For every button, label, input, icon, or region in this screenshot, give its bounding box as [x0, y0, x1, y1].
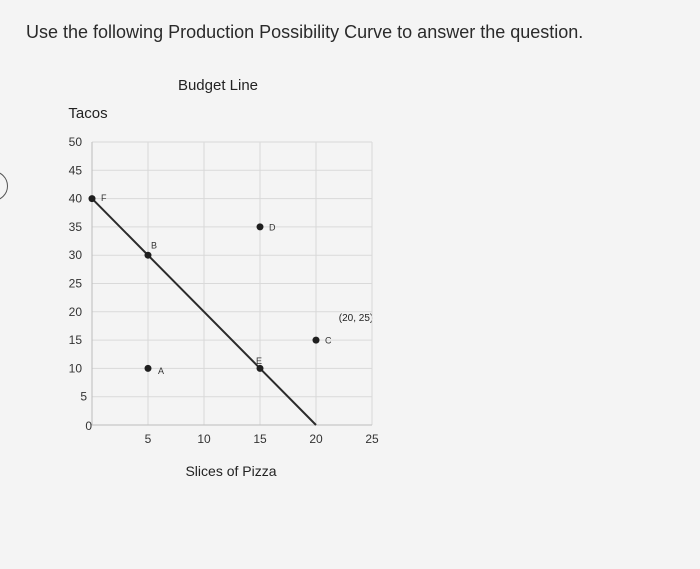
x-tick-label: 5 [145, 432, 152, 446]
point-d [256, 223, 264, 231]
x-tick-label: 10 [197, 432, 211, 446]
x-axis-label: Slices of Pizza [185, 463, 276, 479]
point-b [144, 251, 152, 259]
point-label-a: A [158, 366, 164, 376]
point-label-c: C [325, 336, 332, 346]
point-c [312, 336, 320, 344]
x-tick-labels: 5 10 15 20 25 [145, 432, 379, 446]
y-tick-label: 35 [69, 220, 83, 234]
y-tick-label: 50 [69, 135, 83, 149]
coordinate-annotation: (20, 25) [339, 313, 373, 324]
point-f [88, 195, 96, 203]
budget-line [91, 197, 317, 426]
chart-title: Budget Line [178, 77, 258, 94]
x-tick-label: 20 [309, 432, 323, 446]
y-tick-label: 5 [80, 390, 87, 404]
y-tick-label: 30 [69, 248, 83, 262]
y-tick-label: 25 [69, 277, 83, 291]
x-tick-label: 15 [253, 432, 267, 446]
y-tick-label: 0 [85, 419, 92, 433]
y-tick-label: 20 [69, 305, 83, 319]
question-text: Use the following Production Possibility… [26, 22, 584, 42]
point-label-d: D [269, 222, 276, 232]
x-tick-label: 25 [365, 432, 379, 446]
y-tick-label: 15 [69, 333, 83, 347]
series-lines [91, 197, 317, 426]
point-label-e: E [256, 356, 262, 366]
data-points: F B A D E C [88, 193, 332, 376]
point-label-b: B [151, 241, 157, 251]
y-tick-label: 40 [69, 192, 83, 206]
y-tick-label: 45 [69, 163, 83, 177]
point-a [144, 364, 152, 372]
grid [91, 141, 373, 426]
point-e [256, 364, 264, 372]
y-tick-labels: 0 5 10 15 20 25 30 35 40 45 50 [69, 135, 93, 433]
y-axis-label: Tacos [68, 105, 107, 122]
point-label-f: F [101, 193, 107, 203]
y-tick-label: 10 [69, 361, 83, 375]
